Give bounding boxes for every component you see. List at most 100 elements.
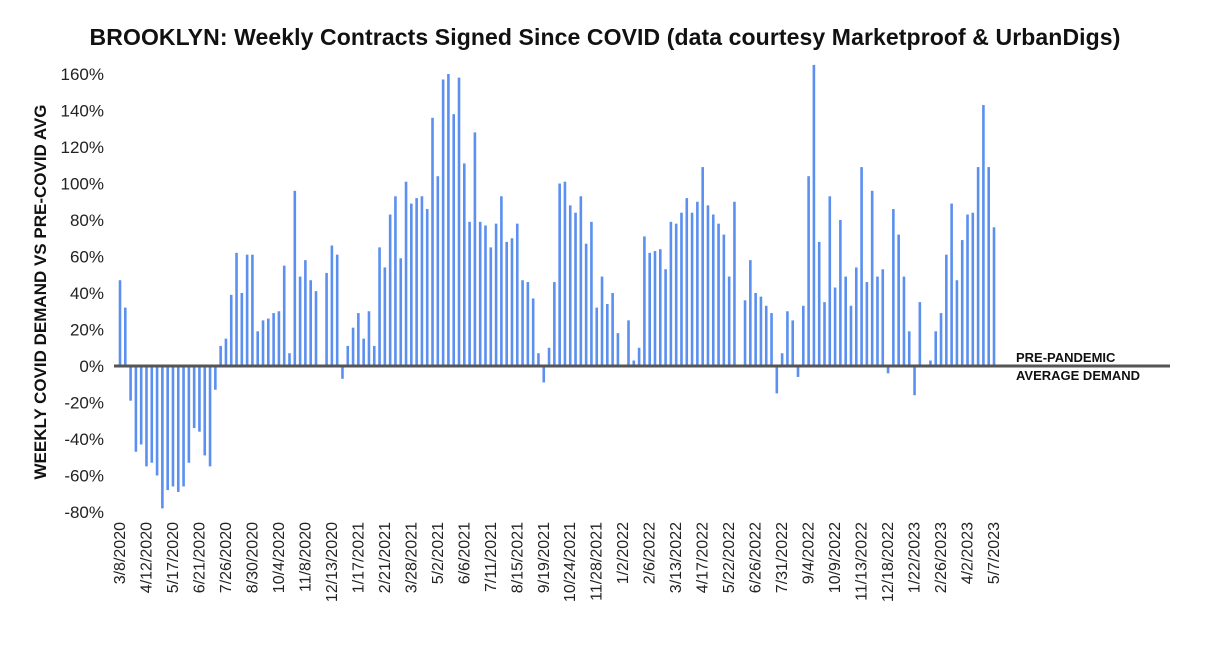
x-tick-label: 4/2/2023 [960, 522, 977, 584]
x-tick-label: 5/2/2021 [430, 522, 447, 584]
y-tick-label: -40% [64, 430, 104, 449]
bar [844, 276, 847, 366]
bar [441, 79, 445, 366]
bar [680, 212, 683, 366]
bar [658, 249, 662, 366]
bar [219, 345, 222, 366]
bar [918, 302, 922, 367]
bar [542, 366, 546, 383]
bar [129, 366, 132, 401]
bar [632, 360, 636, 366]
bar [971, 212, 975, 366]
bar [176, 366, 180, 492]
bar [378, 247, 381, 367]
bar [166, 366, 169, 491]
bar [351, 327, 355, 366]
bar [553, 282, 556, 366]
y-tick-label: -80% [64, 503, 104, 522]
bar [394, 196, 397, 366]
bar [595, 307, 599, 366]
y-tick-label: 80% [70, 211, 104, 230]
bar [817, 241, 821, 366]
bar [807, 176, 810, 366]
bar [404, 181, 408, 366]
bar [415, 198, 418, 366]
bar [929, 360, 932, 366]
bar [457, 77, 461, 367]
bar [727, 276, 731, 366]
bar [685, 198, 689, 366]
bar [182, 366, 185, 487]
bar [812, 64, 816, 367]
bar [478, 221, 482, 366]
bar [950, 203, 953, 366]
bar [637, 347, 641, 366]
x-tick-label: 6/6/2021 [456, 522, 473, 584]
bar [447, 74, 450, 366]
bar [235, 252, 238, 366]
bar [145, 366, 148, 467]
bar [892, 209, 895, 366]
bar [897, 234, 900, 366]
bar [484, 225, 487, 366]
x-tick-label: 12/18/2022 [880, 522, 897, 602]
bar [161, 366, 164, 509]
bar [198, 366, 201, 432]
bar [701, 167, 704, 366]
bar [960, 240, 964, 366]
bar [648, 252, 651, 366]
bar [341, 366, 344, 379]
bar [574, 212, 577, 366]
bar [547, 347, 551, 366]
bar [399, 258, 403, 366]
bar [849, 305, 853, 366]
bar [118, 280, 122, 366]
bar [500, 196, 503, 366]
y-tick-label: 100% [61, 175, 104, 194]
bar [288, 353, 291, 366]
bar [372, 345, 376, 366]
bar [563, 181, 567, 366]
x-tick-label: 10/24/2021 [562, 522, 579, 602]
bar [214, 366, 217, 390]
bar [876, 276, 879, 366]
bar [733, 201, 736, 366]
bar [367, 311, 371, 366]
bar [568, 205, 572, 366]
bar [770, 313, 773, 366]
bar [261, 320, 265, 367]
bar [600, 276, 604, 366]
bar [224, 338, 228, 367]
bar [664, 269, 667, 366]
bar [330, 245, 334, 366]
bar [335, 254, 339, 366]
bar [245, 254, 249, 366]
bar [711, 214, 715, 366]
bar [987, 167, 990, 366]
bar [425, 209, 429, 366]
x-tick-label: 2/21/2021 [377, 522, 394, 593]
bar [537, 353, 540, 366]
bar [706, 205, 710, 366]
bar [939, 313, 943, 366]
y-tick-label: 140% [61, 102, 104, 121]
bar [304, 260, 307, 366]
bar [754, 293, 757, 366]
x-tick-label: 1/2/2022 [615, 522, 632, 584]
bar [357, 313, 360, 366]
bar [717, 223, 720, 366]
bar [616, 333, 620, 366]
bar [584, 243, 588, 366]
x-tick-label: 7/31/2022 [774, 522, 791, 593]
y-tick-label: 60% [70, 248, 104, 267]
y-tick-label: -20% [64, 394, 104, 413]
x-tick-label: 5/22/2022 [721, 522, 738, 593]
bar [139, 366, 143, 445]
bar [256, 331, 260, 366]
bar [966, 214, 969, 366]
x-tick-label: 4/17/2022 [695, 522, 712, 593]
bar [982, 105, 985, 366]
bar [870, 190, 874, 366]
bar [150, 366, 154, 463]
bar [505, 241, 508, 366]
